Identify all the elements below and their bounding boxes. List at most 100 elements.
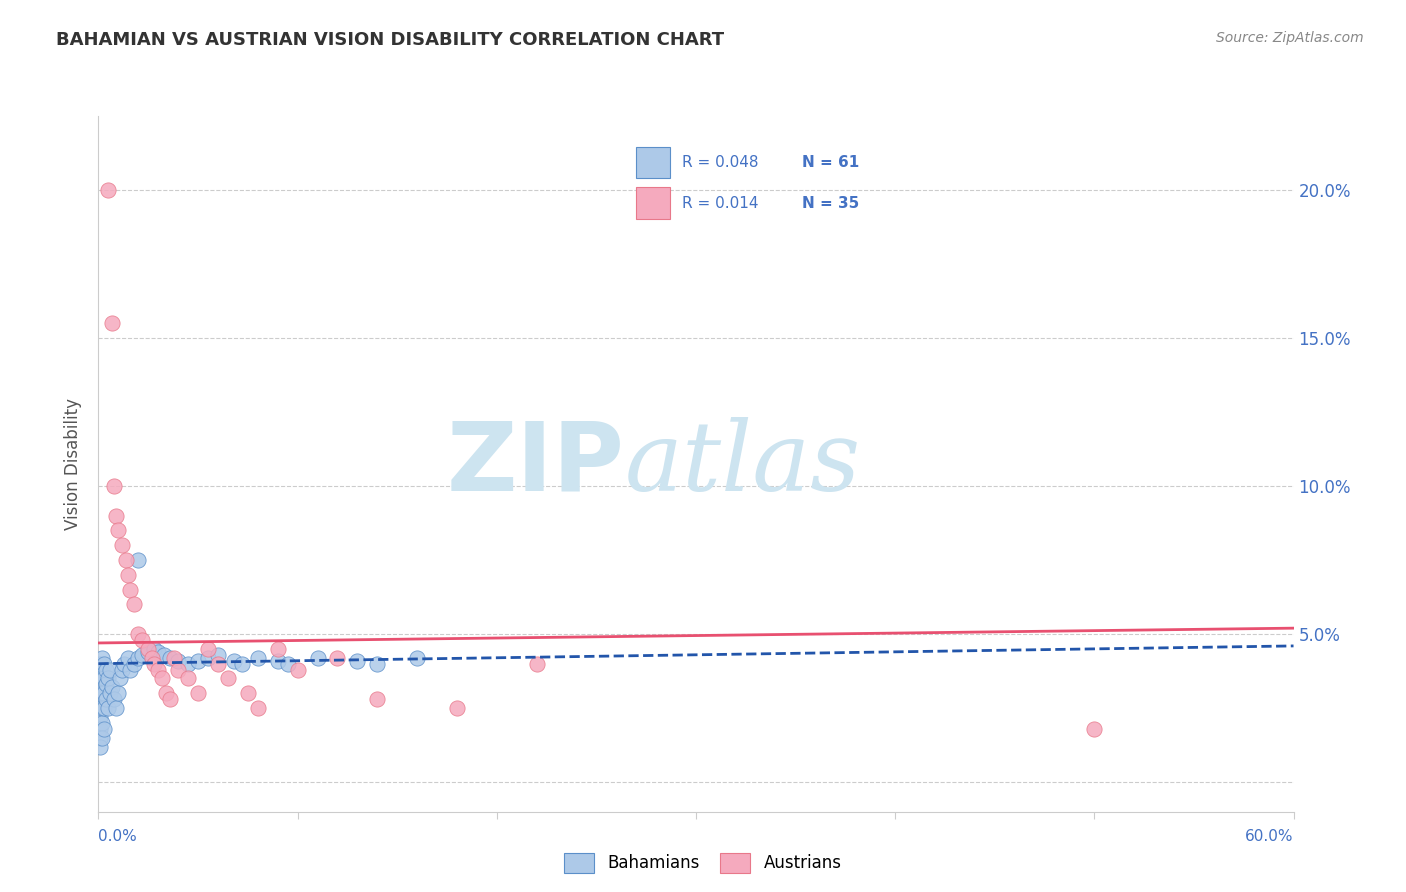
- Point: [197, 641, 219, 656]
- Point: [150, 672, 173, 686]
- Point: [163, 650, 186, 665]
- Point: [91, 701, 114, 715]
- Point: [91, 650, 114, 665]
- Y-axis label: Vision Disability: Vision Disability: [65, 398, 83, 530]
- Point: [93, 672, 115, 686]
- Point: [93, 722, 115, 736]
- Point: [103, 479, 125, 493]
- Text: 60.0%: 60.0%: [1246, 830, 1294, 844]
- Point: [96, 677, 118, 691]
- Point: [91, 715, 114, 730]
- Point: [153, 648, 176, 662]
- Point: [217, 672, 239, 686]
- Point: [167, 654, 190, 668]
- Bar: [636, 146, 671, 178]
- Point: [127, 650, 149, 665]
- Point: [187, 686, 209, 700]
- Point: [91, 663, 114, 677]
- Point: [89, 681, 111, 695]
- Text: N = 35: N = 35: [801, 195, 859, 211]
- Point: [1083, 722, 1105, 736]
- Point: [105, 701, 128, 715]
- Point: [96, 692, 118, 706]
- Point: [112, 657, 135, 671]
- Point: [89, 710, 111, 724]
- Point: [101, 316, 124, 330]
- Text: 0.0%: 0.0%: [98, 830, 138, 844]
- Point: [107, 686, 129, 700]
- Point: [127, 553, 149, 567]
- Point: [117, 650, 139, 665]
- Legend: Bahamians, Austrians: Bahamians, Austrians: [558, 847, 848, 880]
- Point: [115, 553, 138, 567]
- Point: [120, 582, 142, 597]
- Point: [93, 701, 115, 715]
- Point: [111, 663, 134, 677]
- Point: [159, 650, 181, 665]
- Point: [100, 686, 122, 700]
- Point: [103, 692, 125, 706]
- Point: [446, 701, 468, 715]
- Point: [89, 657, 111, 671]
- Point: [89, 731, 111, 745]
- Point: [267, 654, 290, 668]
- Point: [131, 632, 153, 647]
- Text: BAHAMIAN VS AUSTRIAN VISION DISABILITY CORRELATION CHART: BAHAMIAN VS AUSTRIAN VISION DISABILITY C…: [56, 31, 724, 49]
- Point: [231, 657, 253, 671]
- Text: R = 0.048: R = 0.048: [682, 154, 758, 169]
- Text: Source: ZipAtlas.com: Source: ZipAtlas.com: [1216, 31, 1364, 45]
- Point: [127, 627, 149, 641]
- Point: [177, 672, 200, 686]
- Point: [124, 657, 146, 671]
- Point: [277, 657, 299, 671]
- Point: [89, 701, 111, 715]
- Point: [307, 650, 329, 665]
- Point: [346, 654, 368, 668]
- Point: [267, 641, 290, 656]
- Point: [100, 663, 122, 677]
- Point: [159, 692, 181, 706]
- Point: [89, 739, 111, 754]
- Point: [89, 692, 111, 706]
- Point: [110, 672, 132, 686]
- Text: atlas: atlas: [624, 417, 860, 511]
- Point: [111, 538, 134, 552]
- Point: [148, 645, 170, 659]
- Point: [89, 663, 111, 677]
- Point: [131, 648, 153, 662]
- Text: ZIP: ZIP: [446, 417, 624, 510]
- Point: [136, 641, 159, 656]
- Point: [101, 681, 124, 695]
- Point: [167, 663, 190, 677]
- Point: [141, 650, 163, 665]
- Point: [155, 686, 177, 700]
- Point: [97, 183, 120, 197]
- Point: [91, 731, 114, 745]
- Point: [143, 657, 166, 671]
- Point: [148, 663, 170, 677]
- Point: [117, 567, 139, 582]
- Point: [246, 701, 269, 715]
- Point: [97, 672, 120, 686]
- Point: [96, 663, 118, 677]
- Point: [91, 672, 114, 686]
- Point: [326, 650, 349, 665]
- Text: R = 0.014: R = 0.014: [682, 195, 758, 211]
- Point: [91, 686, 114, 700]
- Point: [93, 686, 115, 700]
- Point: [187, 654, 209, 668]
- Point: [246, 650, 269, 665]
- Point: [124, 598, 146, 612]
- Point: [236, 686, 259, 700]
- Text: N = 61: N = 61: [801, 154, 859, 169]
- Point: [366, 657, 388, 671]
- Point: [105, 508, 128, 523]
- Point: [207, 657, 229, 671]
- Point: [366, 692, 388, 706]
- Point: [197, 650, 219, 665]
- Bar: [636, 187, 671, 219]
- Point: [526, 657, 548, 671]
- Point: [207, 648, 229, 662]
- Point: [136, 645, 159, 659]
- Point: [89, 722, 111, 736]
